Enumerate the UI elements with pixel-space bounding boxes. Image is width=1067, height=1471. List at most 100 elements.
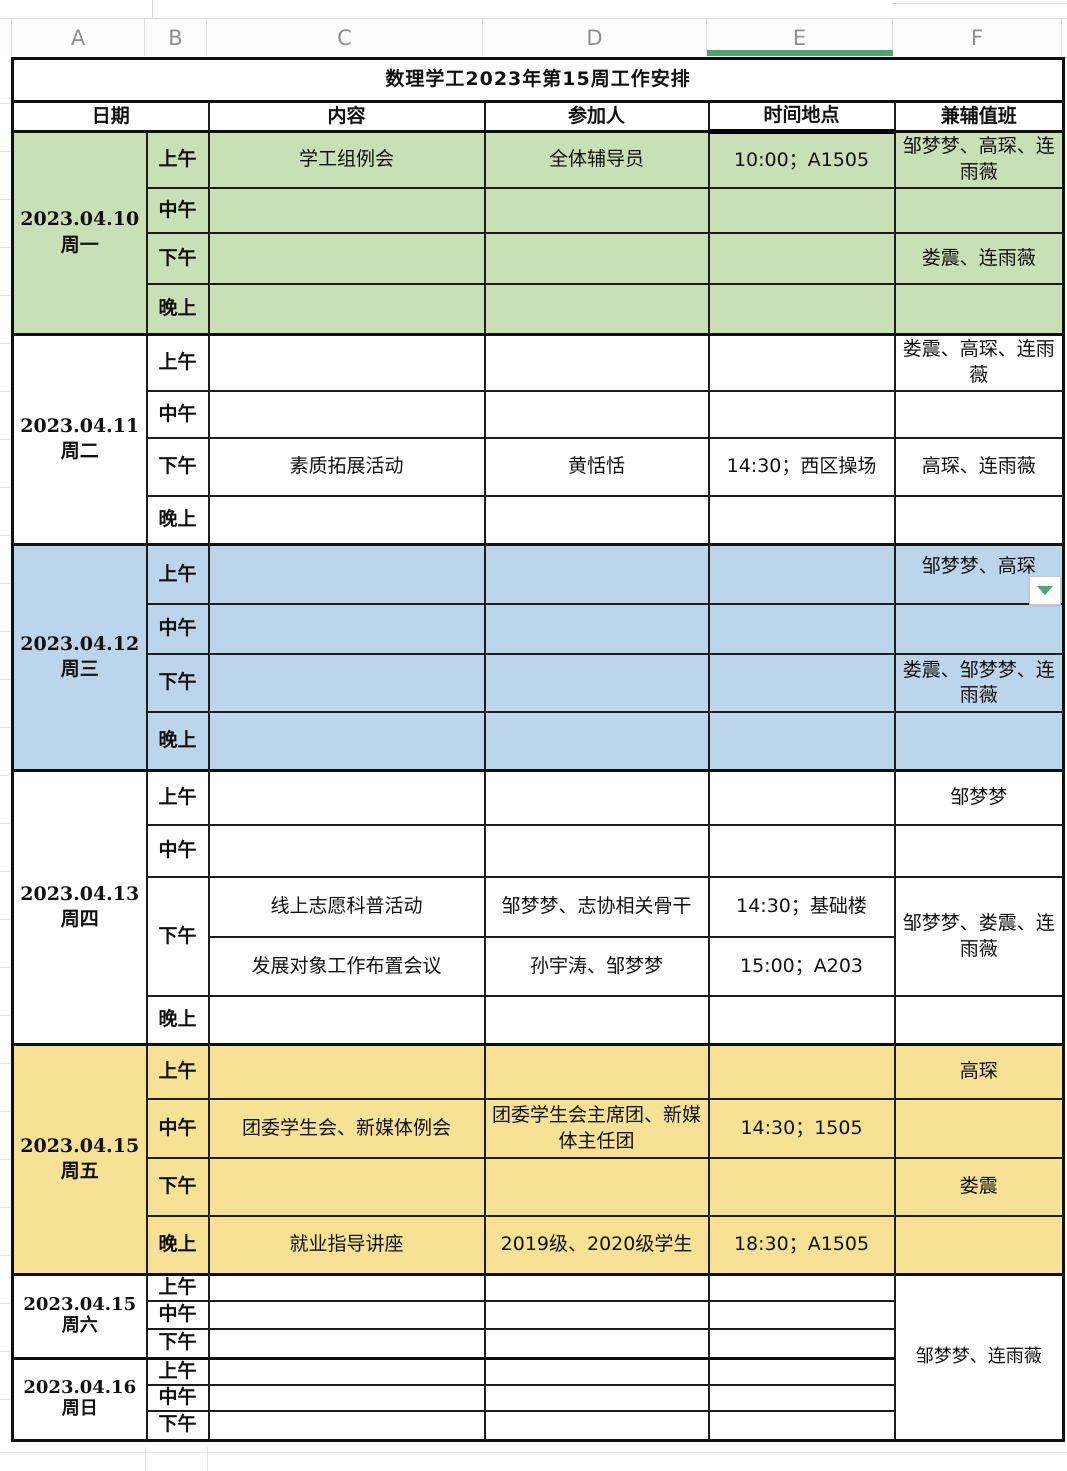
- date-cell-sun[interactable]: 2023.04.16 周日: [11, 1356, 148, 1442]
- cell-content[interactable]: [207, 768, 486, 827]
- cell-duty[interactable]: [893, 995, 1065, 1046]
- slot-eve[interactable]: 晚上: [145, 1215, 210, 1276]
- cell-time[interactable]: [707, 603, 896, 656]
- cell-participants[interactable]: [483, 711, 710, 772]
- column-header-d[interactable]: D: [483, 19, 707, 56]
- cell-time[interactable]: [707, 995, 896, 1046]
- cell-content[interactable]: [207, 995, 486, 1046]
- cell-participants[interactable]: [483, 283, 710, 336]
- cell-time[interactable]: [707, 1300, 896, 1331]
- cell-duty[interactable]: 娄震、邹梦梦、连雨薇: [893, 653, 1065, 714]
- date-cell-sat[interactable]: 2023.04.15 周六: [11, 1272, 148, 1360]
- cell-time[interactable]: [707, 232, 896, 286]
- cell-time[interactable]: [707, 1356, 896, 1387]
- cell-duty[interactable]: 娄震: [893, 1157, 1065, 1218]
- cell-duty[interactable]: [893, 390, 1065, 440]
- sheet-title-cell[interactable]: 数理学工2023年第15周工作安排: [11, 57, 1065, 103]
- slot-pm[interactable]: 下午: [145, 876, 210, 998]
- cell-time[interactable]: [707, 283, 896, 336]
- cell-participants[interactable]: [483, 495, 710, 546]
- dropdown-button[interactable]: [1029, 576, 1061, 605]
- header-content[interactable]: 内容: [207, 100, 486, 133]
- header-participants[interactable]: 参加人: [483, 100, 710, 133]
- cell-time[interactable]: [707, 390, 896, 440]
- cell-participants[interactable]: [483, 768, 710, 827]
- cell-duty[interactable]: [893, 824, 1065, 879]
- cell-time[interactable]: 18:30；A1505: [707, 1215, 896, 1276]
- cell-participants[interactable]: [483, 603, 710, 656]
- cell-content[interactable]: 就业指导讲座: [207, 1215, 486, 1276]
- cell-content[interactable]: [207, 603, 486, 656]
- cell-duty-weekend[interactable]: 邹梦梦、连雨薇: [893, 1272, 1065, 1442]
- cell-content[interactable]: 素质拓展活动: [207, 437, 486, 498]
- cell-time[interactable]: [707, 1042, 896, 1101]
- slot-am[interactable]: 上午: [145, 1042, 210, 1101]
- slot-eve[interactable]: 晚上: [145, 711, 210, 772]
- cell-participants[interactable]: 2019级、2020级学生: [483, 1215, 710, 1276]
- cell-duty[interactable]: 邹梦梦、娄震、连雨薇: [893, 876, 1065, 998]
- slot-eve[interactable]: 晚上: [145, 283, 210, 336]
- cell-duty[interactable]: [893, 1215, 1065, 1276]
- slot-pm[interactable]: 下午: [145, 437, 210, 498]
- slot-noon[interactable]: 中午: [145, 1300, 210, 1331]
- date-cell-wed[interactable]: 2023.04.12 周三: [11, 542, 148, 772]
- slot-noon[interactable]: 中午: [145, 824, 210, 879]
- cell-participants[interactable]: 邹梦梦、志协相关骨干: [483, 876, 710, 939]
- slot-am[interactable]: 上午: [145, 129, 210, 190]
- cell-time[interactable]: [707, 768, 896, 827]
- cell-duty[interactable]: [893, 711, 1065, 772]
- cell-participants[interactable]: 黄恬恬: [483, 437, 710, 498]
- column-header-e[interactable]: E: [707, 19, 893, 56]
- cell-duty[interactable]: [893, 603, 1065, 656]
- slot-pm[interactable]: 下午: [145, 1328, 210, 1360]
- cell-participants[interactable]: [483, 1356, 710, 1387]
- cell-duty[interactable]: [893, 495, 1065, 546]
- header-duty[interactable]: 兼辅值班: [893, 100, 1065, 133]
- cell-time[interactable]: [707, 1410, 896, 1442]
- cell-participants[interactable]: [483, 390, 710, 440]
- cell-participants[interactable]: [483, 1042, 710, 1101]
- cell-duty[interactable]: 高琛: [893, 1042, 1065, 1101]
- cell-content[interactable]: [207, 1272, 486, 1303]
- cell-content[interactable]: [207, 495, 486, 546]
- cell-participants[interactable]: [483, 653, 710, 714]
- column-header-a[interactable]: A: [11, 19, 145, 56]
- header-date[interactable]: 日期: [11, 100, 210, 133]
- cell-content[interactable]: [207, 1384, 486, 1413]
- cell-time[interactable]: [707, 495, 896, 546]
- slot-am[interactable]: 上午: [145, 1272, 210, 1303]
- cell-duty[interactable]: 娄震、高琛、连雨薇: [893, 332, 1065, 393]
- cell-content[interactable]: [207, 1157, 486, 1218]
- slot-am[interactable]: 上午: [145, 1356, 210, 1387]
- slot-pm[interactable]: 下午: [145, 1410, 210, 1442]
- cell-time[interactable]: 10:00；A1505: [707, 129, 896, 190]
- cell-time[interactable]: [707, 332, 896, 393]
- cell-participants[interactable]: [483, 1272, 710, 1303]
- cell-time[interactable]: [707, 653, 896, 714]
- cell-participants[interactable]: 孙宇涛、邹梦梦: [483, 936, 710, 998]
- cell-participants[interactable]: [483, 1410, 710, 1442]
- date-cell-tue[interactable]: 2023.04.11 周二: [11, 332, 148, 546]
- cell-duty[interactable]: 高琛、连雨薇: [893, 437, 1065, 498]
- cell-content[interactable]: 线上志愿科普活动: [207, 876, 486, 939]
- cell-content[interactable]: [207, 332, 486, 393]
- slot-noon[interactable]: 中午: [145, 1384, 210, 1413]
- cell-content[interactable]: [207, 1356, 486, 1387]
- cell-participants[interactable]: [483, 232, 710, 286]
- cell-content[interactable]: [207, 187, 486, 235]
- cell-participants[interactable]: [483, 1157, 710, 1218]
- slot-pm[interactable]: 下午: [145, 232, 210, 286]
- cell-content[interactable]: [207, 1300, 486, 1331]
- cell-content[interactable]: [207, 1410, 486, 1442]
- cell-time[interactable]: 14:30；1505: [707, 1098, 896, 1160]
- slot-am[interactable]: 上午: [145, 332, 210, 393]
- cell-content[interactable]: 团委学生会、新媒体例会: [207, 1098, 486, 1160]
- cell-content[interactable]: [207, 283, 486, 336]
- column-header-f[interactable]: F: [893, 19, 1062, 56]
- slot-noon[interactable]: 中午: [145, 390, 210, 440]
- cell-time[interactable]: [707, 1157, 896, 1218]
- slot-noon[interactable]: 中午: [145, 1098, 210, 1160]
- slot-pm[interactable]: 下午: [145, 1157, 210, 1218]
- cell-time[interactable]: 14:30；基础楼: [707, 876, 896, 939]
- cell-participants[interactable]: [483, 1328, 710, 1360]
